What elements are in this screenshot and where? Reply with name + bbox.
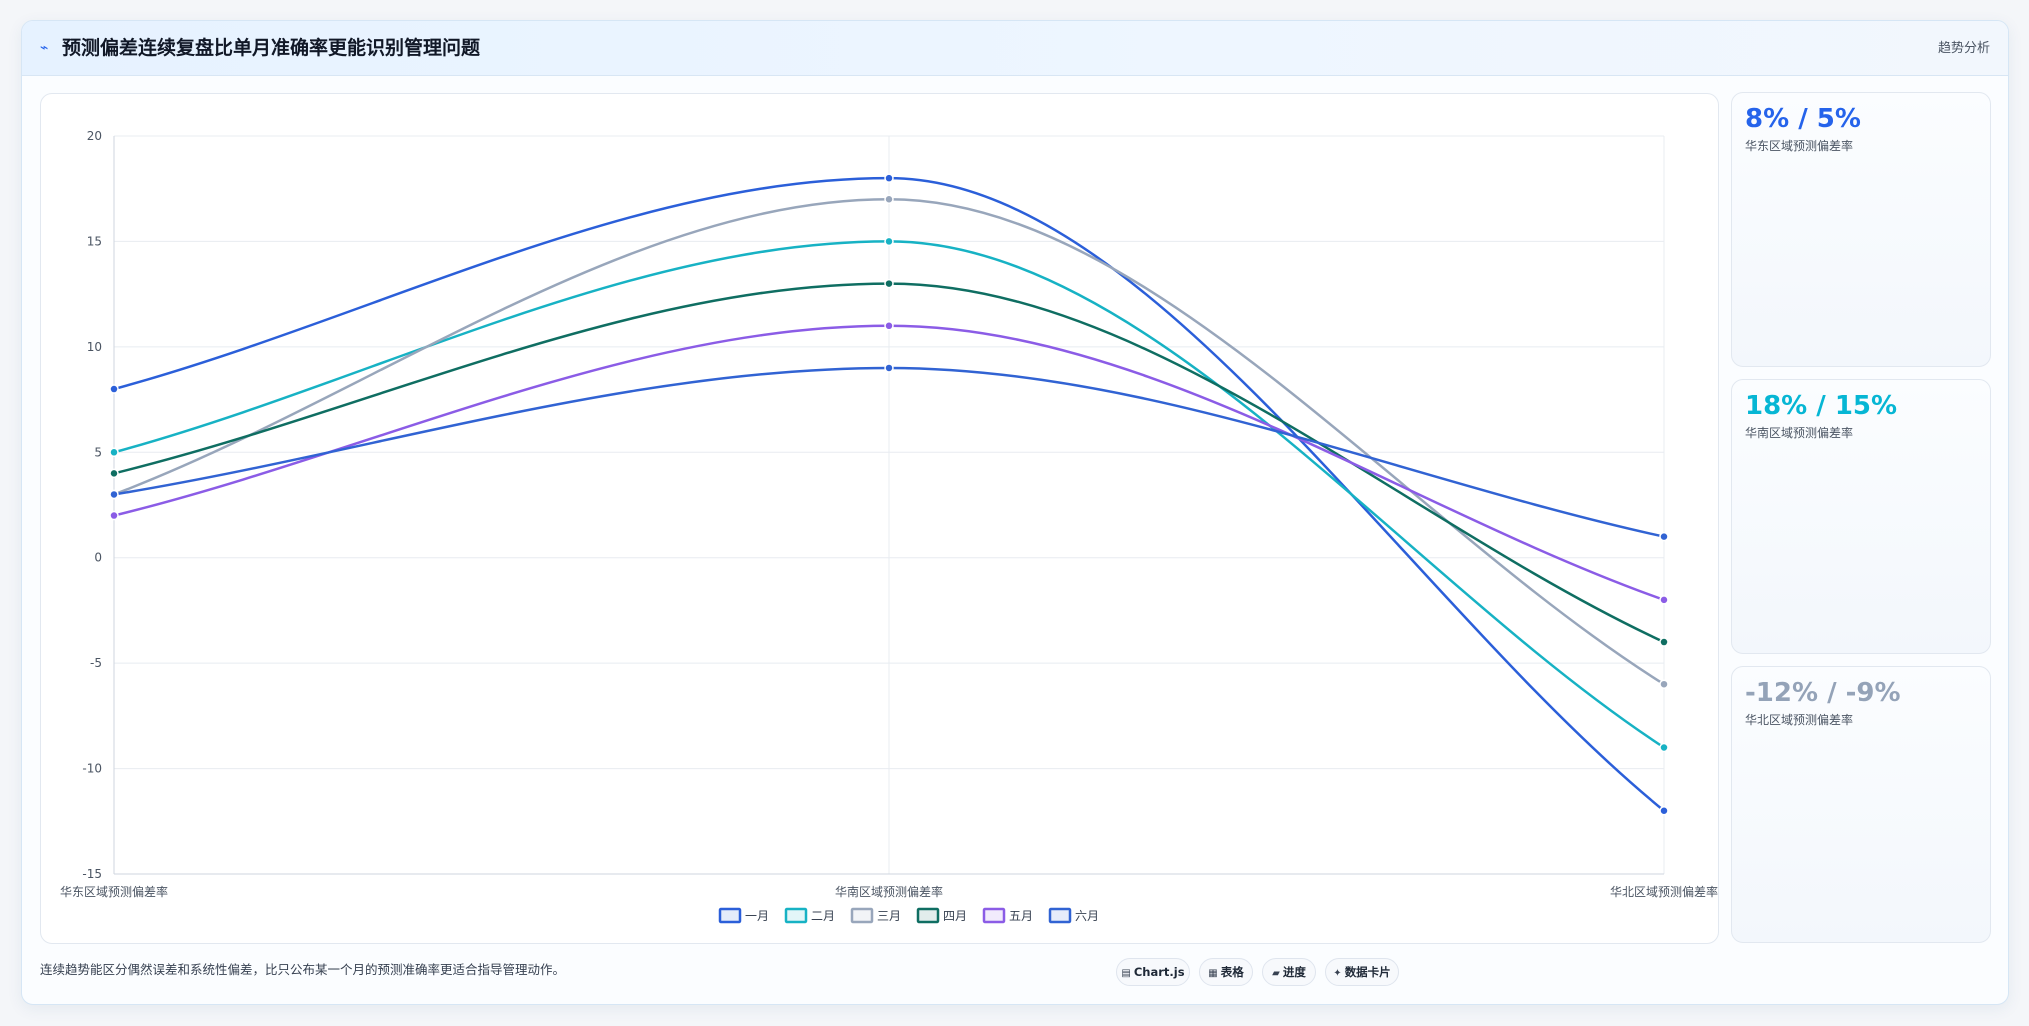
x-tick-label: 华东区域预测偏差率: [60, 884, 168, 899]
page-title: 预测偏差连续复盘比单月准确率更能识别管理问题: [62, 37, 481, 59]
data-card-pill[interactable]: ✦ 数据卡片: [1325, 958, 1399, 986]
kpi-card-east: 8% / 5% 华东区域预测偏差率: [1731, 92, 1991, 367]
legend-label: 六月: [1075, 909, 1099, 923]
kpi-value-east: 8% / 5%: [1745, 104, 1861, 134]
kpi-value-south: 18% / 15%: [1745, 391, 1898, 421]
legend-swatch: [850, 907, 874, 924]
analysis-tag: 趋势分析: [1937, 41, 1990, 56]
progress-icon: ▰: [1272, 968, 1280, 979]
y-tick-label: 15: [87, 234, 102, 248]
y-tick-label: -5: [90, 656, 102, 670]
chartjs-pill[interactable]: ▤ Chart.js: [1116, 958, 1190, 986]
y-tick-label: 0: [94, 551, 102, 565]
data-point: [1659, 637, 1669, 647]
kpi-value-north: -12% / -9%: [1745, 678, 1901, 708]
pill-label: 表格: [1220, 965, 1244, 979]
card-icon: ✦: [1333, 968, 1342, 979]
data-point: [109, 468, 119, 479]
kpi-card-south: 18% / 15% 华南区域预测偏差率: [1731, 379, 1991, 654]
dashboard-card: ⌁ 预测偏差连续复盘比单月准确率更能识别管理问题 趋势分析 20 15 10 5 0 -5…: [21, 20, 2009, 1005]
card-header: ⌁ 预测偏差连续复盘比单月准确率更能识别管理问题 趋势分析: [22, 21, 2008, 76]
kpi-label-north: 华北区域预测偏差率: [1745, 713, 1854, 727]
data-point: [884, 278, 894, 289]
kpi-label-south: 华南区域预测偏差率: [1745, 426, 1854, 440]
series-line-1: [113, 176, 1665, 812]
data-point: [109, 447, 119, 458]
legend-label: 一月: [745, 909, 769, 923]
data-point: [884, 173, 894, 183]
data-point: [884, 363, 894, 373]
data-point: [1659, 742, 1669, 753]
footer-note: 连续趋势能区分偶然误差和系统性偏差，比只公布某一个月的预测准确率更适合指导管理动…: [40, 962, 566, 977]
data-point: [884, 321, 894, 331]
data-point: [109, 510, 119, 521]
y-tick-label: 5: [94, 445, 102, 459]
data-point: [1659, 805, 1669, 816]
y-tick-label: 20: [87, 129, 102, 143]
legend-swatch: [1048, 907, 1072, 924]
data-point: [1659, 595, 1669, 605]
chart-icon: ▤: [1121, 968, 1131, 979]
series-line-2: [113, 240, 1665, 749]
data-point: [884, 194, 894, 205]
chart-panel: 20 15 10 5 0 -5 -10 -15 华东区域预测偏差率 华南区域预测偏差率 华北区域预测…: [40, 93, 1719, 944]
table-icon: ▦: [1208, 968, 1218, 979]
kpi-card-north: -12% / -9% 华北区域预测偏差率: [1731, 666, 1991, 943]
x-tick-label: 华北区域预测偏差率: [1610, 884, 1718, 899]
data-point: [1659, 679, 1669, 689]
kpi-label-east: 华东区域预测偏差率: [1745, 139, 1854, 153]
legend-label: 二月: [811, 909, 835, 923]
legend-label: 四月: [943, 909, 967, 923]
trend-icon: ⌁: [40, 40, 49, 56]
line-chart: 20 15 10 5 0 -5 -10 -15 华东区域预测偏差率 华南区域预测偏差率 华北区域预测…: [60, 129, 1718, 924]
legend-label: 五月: [1009, 909, 1033, 923]
pill-label: Chart.js: [1133, 965, 1185, 979]
data-point: [109, 384, 119, 394]
data-point: [109, 489, 119, 500]
legend-label: 三月: [877, 909, 901, 923]
x-tick-label: 华南区域预测偏差率: [835, 884, 943, 899]
y-tick-label: -10: [82, 762, 102, 776]
progress-pill[interactable]: ▰ 进度: [1262, 958, 1316, 986]
data-point: [1659, 531, 1669, 542]
legend-swatch: [784, 907, 808, 924]
table-pill[interactable]: ▦ 表格: [1199, 958, 1253, 986]
y-tick-label: -15: [82, 867, 102, 881]
pill-label: 进度: [1282, 965, 1306, 979]
data-point: [884, 236, 894, 247]
legend-swatch: [982, 907, 1006, 924]
legend-swatch: [718, 907, 742, 924]
y-tick-label: 10: [87, 340, 102, 354]
pill-label: 数据卡片: [1344, 965, 1391, 979]
legend-swatch: [916, 907, 940, 924]
